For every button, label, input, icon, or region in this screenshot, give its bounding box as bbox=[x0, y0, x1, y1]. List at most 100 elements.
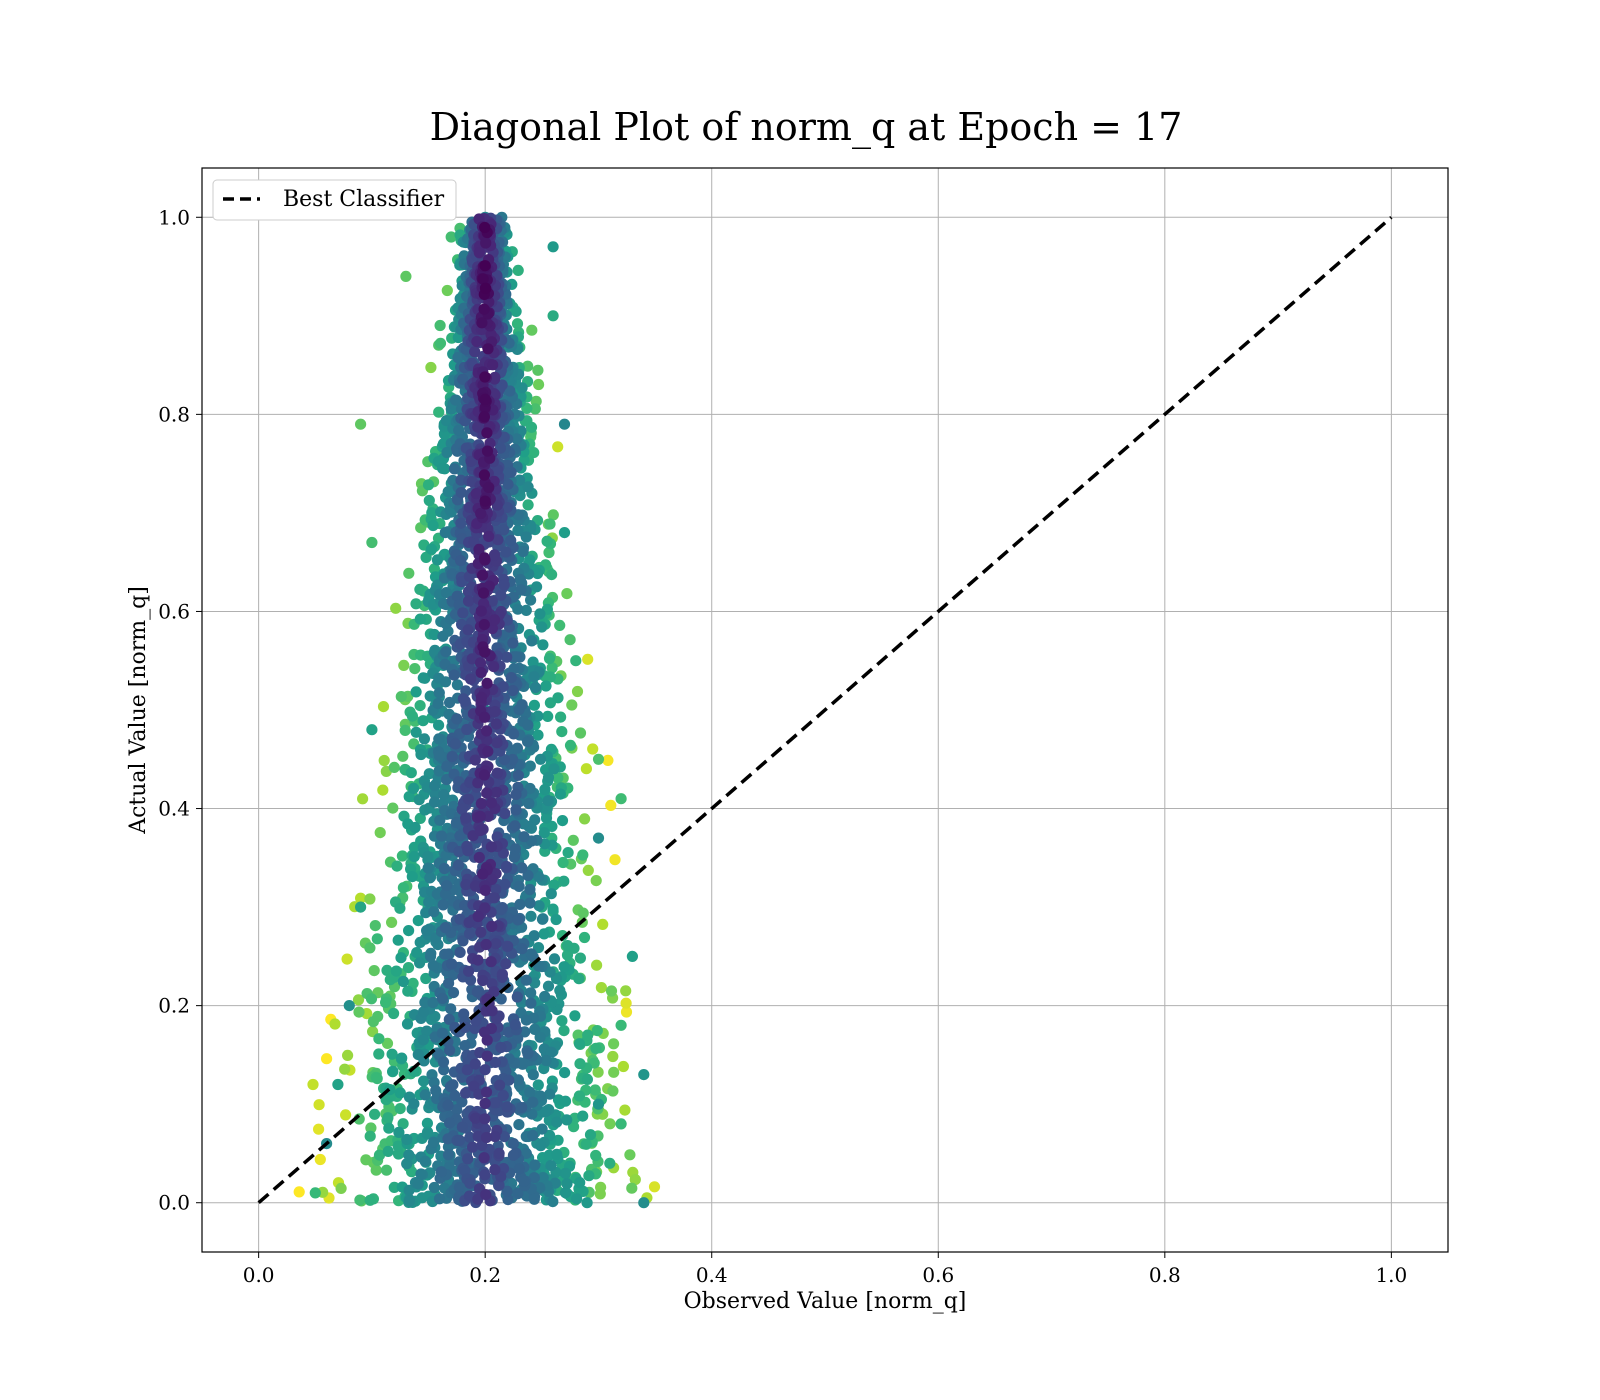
scatter-point bbox=[574, 1177, 586, 1189]
scatter-point bbox=[518, 831, 530, 843]
scatter-point bbox=[403, 791, 415, 803]
scatter-point bbox=[469, 880, 482, 892]
scatter-point bbox=[394, 902, 406, 914]
scatter-point bbox=[390, 965, 402, 977]
scatter-point bbox=[473, 246, 485, 259]
scatter-point bbox=[536, 621, 548, 633]
scatter-point bbox=[478, 552, 491, 564]
scatter-point bbox=[435, 830, 448, 842]
scatter-point bbox=[390, 602, 402, 614]
scatter-point bbox=[489, 1164, 501, 1176]
scatter-point bbox=[540, 680, 552, 692]
scatter-point bbox=[555, 711, 567, 723]
scatter-point bbox=[525, 987, 537, 999]
x-tick-label: 0.0 bbox=[243, 1263, 275, 1287]
scatter-point bbox=[547, 310, 559, 322]
scatter-point bbox=[373, 1048, 385, 1060]
scatter-point bbox=[537, 639, 549, 651]
scatter-point bbox=[547, 903, 559, 915]
scatter-point bbox=[465, 673, 477, 685]
scatter-point bbox=[397, 975, 409, 988]
scatter-point bbox=[486, 595, 498, 607]
scatter-point bbox=[489, 373, 501, 385]
scatter-point bbox=[460, 1087, 472, 1099]
x-tick-label: 0.6 bbox=[922, 1263, 954, 1287]
scatter-point bbox=[313, 1123, 325, 1135]
scatter-point bbox=[339, 1063, 351, 1075]
scatter-point bbox=[451, 590, 463, 602]
scatter-point bbox=[485, 956, 497, 968]
scatter-point bbox=[529, 681, 542, 694]
scatter-point bbox=[608, 1066, 620, 1078]
scatter-point bbox=[478, 769, 490, 781]
scatter-point bbox=[513, 880, 525, 893]
scatter-point bbox=[508, 851, 520, 863]
scatter-point bbox=[543, 546, 555, 559]
scatter-point bbox=[620, 985, 632, 997]
scatter-point bbox=[592, 832, 605, 844]
scatter-point bbox=[418, 1075, 430, 1087]
scatter-point bbox=[617, 1060, 630, 1073]
scatter-point bbox=[471, 336, 483, 348]
scatter-point bbox=[405, 767, 417, 779]
scatter-point bbox=[442, 948, 454, 960]
scatter-point bbox=[446, 958, 458, 970]
scatter-point bbox=[408, 850, 420, 863]
scatter-point bbox=[371, 1073, 383, 1085]
scatter-point bbox=[607, 1050, 619, 1063]
scatter-point bbox=[410, 726, 422, 738]
scatter-point bbox=[464, 1177, 476, 1189]
scatter-point bbox=[450, 817, 462, 829]
scatter-point bbox=[475, 507, 487, 520]
scatter-point bbox=[499, 878, 511, 891]
scatter-point bbox=[620, 1006, 633, 1018]
scatter-point bbox=[523, 797, 535, 810]
scatter-point bbox=[626, 950, 639, 963]
scatter-point bbox=[408, 782, 420, 795]
scatter-point bbox=[427, 959, 439, 972]
scatter-point bbox=[332, 1078, 344, 1091]
scatter-point bbox=[457, 373, 469, 385]
x-tick-label: 0.8 bbox=[1149, 1263, 1181, 1287]
scatter-point bbox=[415, 1168, 427, 1180]
scatter-point bbox=[414, 583, 426, 596]
scatter-point bbox=[597, 918, 609, 931]
scatter-point bbox=[364, 942, 376, 954]
scatter-point bbox=[441, 284, 453, 297]
scatter-point bbox=[524, 897, 536, 909]
scatter-point bbox=[472, 910, 484, 923]
scatter-point bbox=[500, 860, 513, 873]
scatter-point bbox=[525, 948, 537, 960]
x-tick-label: 0.4 bbox=[696, 1263, 728, 1287]
scatter-point bbox=[452, 351, 464, 364]
scatter-point bbox=[619, 1104, 631, 1116]
scatter-point bbox=[522, 719, 534, 731]
scatter-point bbox=[425, 361, 437, 374]
scatter-point bbox=[455, 517, 467, 529]
scatter-point bbox=[409, 821, 421, 834]
scatter-point bbox=[477, 868, 489, 880]
scatter-point bbox=[581, 1197, 593, 1209]
scatter-point bbox=[638, 1197, 650, 1209]
scatter-point bbox=[414, 700, 426, 712]
scatter-point bbox=[559, 1095, 572, 1107]
scatter-point bbox=[382, 1145, 394, 1157]
scatter-point bbox=[433, 406, 445, 418]
scatter-point bbox=[480, 1086, 493, 1098]
scatter-point bbox=[529, 977, 541, 989]
scatter-point bbox=[424, 872, 436, 884]
scatter-point bbox=[584, 1129, 597, 1141]
scatter-point bbox=[478, 411, 490, 423]
scatter-point bbox=[590, 875, 602, 887]
scatter-point bbox=[524, 760, 536, 772]
y-axis-ticks: 0.0 0.2 0.4 0.6 0.8 1.0 bbox=[158, 205, 202, 1215]
scatter-point bbox=[442, 486, 454, 498]
scatter-point bbox=[516, 862, 528, 874]
scatter-point bbox=[547, 241, 559, 253]
scatter-point bbox=[502, 1194, 514, 1206]
scatter-point bbox=[648, 1181, 661, 1193]
scatter-point bbox=[476, 317, 488, 329]
scatter-point bbox=[557, 856, 569, 869]
scatter-point bbox=[478, 469, 490, 481]
scatter-point bbox=[293, 1186, 305, 1198]
